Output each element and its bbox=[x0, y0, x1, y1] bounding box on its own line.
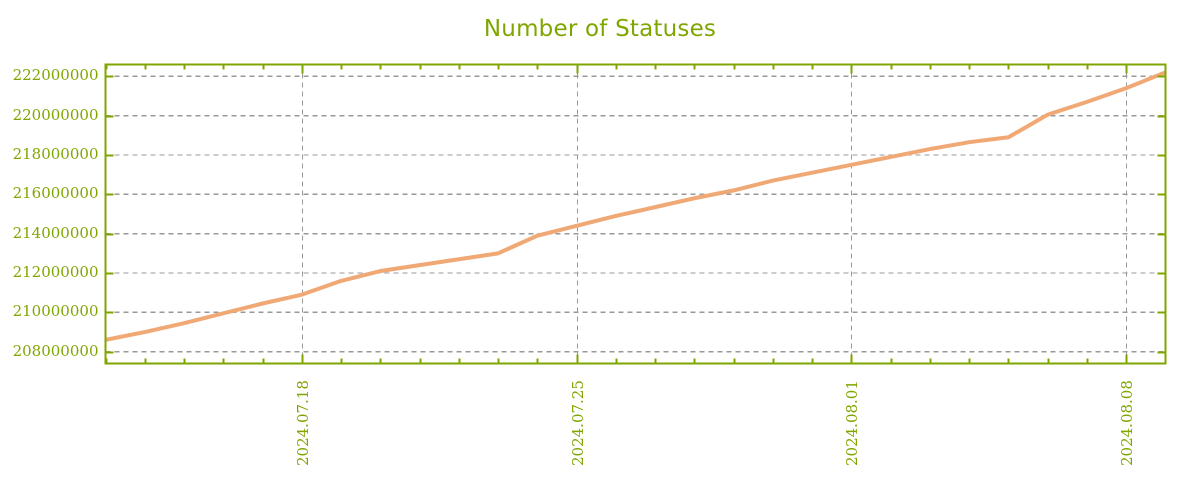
plot-border bbox=[104, 63, 1167, 365]
data-line bbox=[105, 70, 1167, 342]
y-tick-label: 208000000 bbox=[12, 341, 99, 360]
x-tick-label: 2024.07.18 bbox=[293, 380, 312, 466]
y-tick-label: 212000000 bbox=[12, 263, 99, 281]
chart-title: Number of Statuses bbox=[483, 16, 717, 42]
y-tick-label: 220000000 bbox=[12, 105, 99, 124]
x-tick-label: 2024.07.25 bbox=[568, 380, 587, 466]
y-tick-label: 218000000 bbox=[12, 144, 99, 163]
axis-frame bbox=[104, 63, 1167, 365]
x-tick-label: 2024.08.08 bbox=[1118, 380, 1137, 466]
y-tick-label: 216000000 bbox=[12, 184, 99, 203]
data-series-lines bbox=[105, 70, 1167, 342]
y-tick-label: 210000000 bbox=[12, 302, 99, 321]
y-tick-label: 214000000 bbox=[12, 223, 99, 242]
x-tick-label: 2024.08.01 bbox=[843, 380, 862, 466]
grid-lines bbox=[105, 64, 1166, 364]
y-tick-label: 222000000 bbox=[12, 66, 99, 85]
tick-marks bbox=[105, 64, 1166, 364]
